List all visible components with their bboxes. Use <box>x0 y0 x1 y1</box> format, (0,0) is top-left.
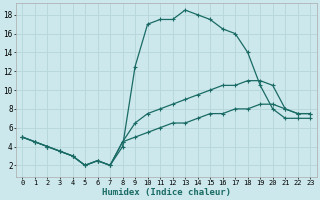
X-axis label: Humidex (Indice chaleur): Humidex (Indice chaleur) <box>102 188 231 197</box>
